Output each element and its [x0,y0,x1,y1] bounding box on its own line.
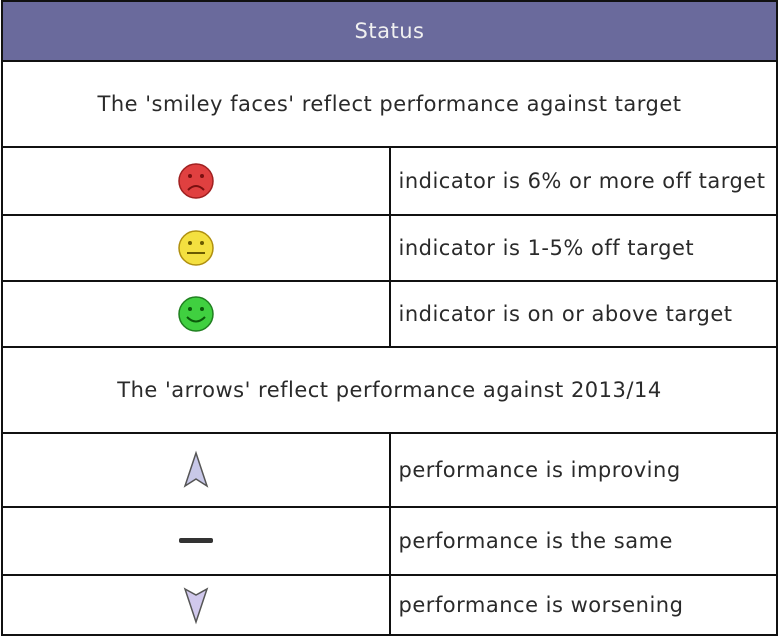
table-header: Status [1,0,778,62]
section-heading: The 'arrows' reflect performance against… [1,346,778,434]
green-smiley [178,296,214,332]
icon-cell [1,432,391,508]
icon-cell [1,146,391,216]
icon-cell [1,506,391,576]
yellow-smiley [178,230,214,266]
icon-cell [1,574,391,636]
row-label: indicator is on or above target [388,280,778,348]
row-label: performance is improving [388,432,778,508]
row-label: indicator is 1-5% off target [388,214,778,282]
icon-cell [1,280,391,348]
section-heading: The 'smiley faces' reflect performance a… [1,60,778,148]
row-label: indicator is 6% or more off target [388,146,778,216]
row-label: performance is the same [388,506,778,576]
red-smiley [178,163,214,199]
same-dash [178,538,213,543]
down-arrow [183,587,209,625]
icon-cell [1,214,391,282]
row-label: performance is worsening [388,574,778,636]
up-arrow [183,450,209,488]
